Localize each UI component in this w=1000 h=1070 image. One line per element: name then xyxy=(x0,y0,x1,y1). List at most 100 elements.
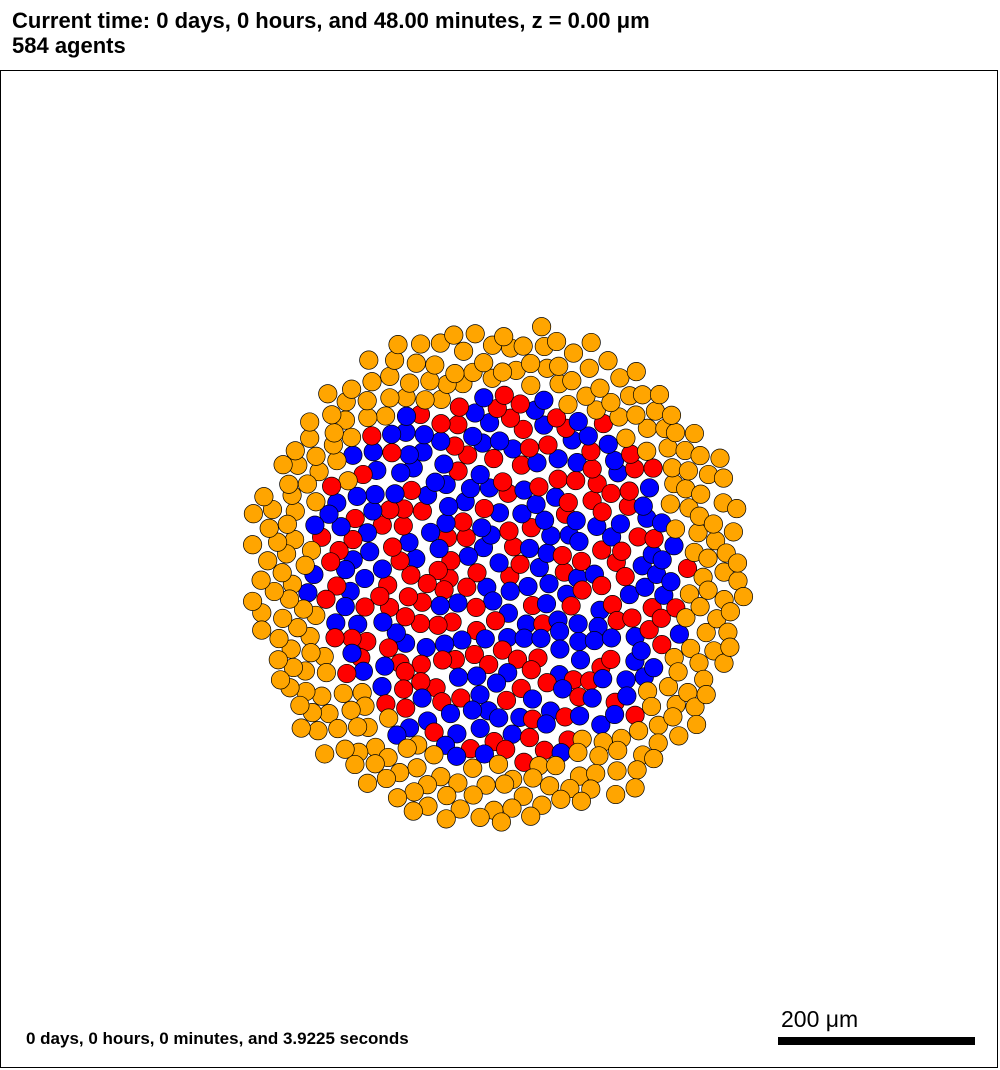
cell-agent xyxy=(644,658,664,678)
cell-agent xyxy=(474,744,494,764)
cell-agent xyxy=(475,629,495,649)
cell-agent xyxy=(470,685,490,705)
cell-agent xyxy=(502,798,522,818)
cell-agent xyxy=(710,448,730,468)
cell-agent xyxy=(644,529,664,549)
cell-agent xyxy=(411,654,431,674)
cell-agent xyxy=(662,458,682,478)
cell-agent xyxy=(331,517,351,537)
cell-agent xyxy=(322,405,342,425)
cell-agent xyxy=(395,662,415,682)
cell-agent xyxy=(466,597,486,617)
cell-agent xyxy=(401,565,421,585)
cell-agent xyxy=(547,331,567,352)
cell-agent xyxy=(319,504,339,524)
cell-agent xyxy=(689,653,709,673)
cell-agent xyxy=(622,608,642,628)
cell-agent xyxy=(540,776,560,796)
cell-agent xyxy=(553,679,573,699)
cell-agent xyxy=(696,623,716,643)
cell-agent xyxy=(370,586,390,606)
cell-agent xyxy=(300,412,320,432)
cell-agent xyxy=(342,379,362,399)
cell-agent xyxy=(411,672,431,692)
cell-agent xyxy=(345,754,365,775)
cell-agent xyxy=(385,350,405,370)
cell-agent xyxy=(376,406,396,426)
cell-agent xyxy=(462,700,482,720)
cell-agent xyxy=(474,353,494,373)
cell-agent xyxy=(521,353,541,374)
cell-agent xyxy=(386,623,406,643)
cell-agent xyxy=(269,629,289,649)
cell-agent xyxy=(690,597,710,617)
cell-agent xyxy=(616,428,636,448)
cell-agent xyxy=(723,522,743,542)
cell-agent xyxy=(322,476,342,496)
cell-agent xyxy=(428,560,448,580)
cell-agent xyxy=(243,535,263,555)
cell-agent xyxy=(391,463,411,483)
cell-agent xyxy=(345,508,365,529)
cell-agent xyxy=(727,553,748,573)
cell-agent xyxy=(523,768,543,788)
cell-agent xyxy=(494,327,514,347)
cell-agent xyxy=(619,585,639,605)
cell-agent xyxy=(635,577,655,597)
cell-agent xyxy=(357,391,377,411)
cell-agent xyxy=(598,434,618,454)
cell-agent xyxy=(444,325,464,345)
cell-agent xyxy=(457,577,477,597)
cell-agent xyxy=(720,637,740,657)
cell-agent xyxy=(551,789,571,809)
cell-agent xyxy=(676,608,696,628)
cell-agent xyxy=(684,423,704,444)
cell-agent xyxy=(385,484,405,504)
cell-agent xyxy=(353,661,373,681)
cell-agent xyxy=(393,516,413,536)
cell-agent xyxy=(335,739,355,759)
cell-agent xyxy=(651,608,671,628)
cell-agent xyxy=(617,686,637,706)
cell-agent xyxy=(519,728,540,748)
cell-agent xyxy=(474,388,494,408)
cell-agent xyxy=(453,512,473,532)
cell-agent xyxy=(733,587,754,607)
cell-agent xyxy=(643,458,663,478)
cell-agent xyxy=(394,679,414,699)
cell-agent xyxy=(678,461,698,481)
cell-agent xyxy=(285,441,305,461)
cell-agent xyxy=(251,570,271,590)
cell-agent xyxy=(679,584,699,604)
cell-agent xyxy=(605,704,625,725)
cell-agent xyxy=(538,435,558,455)
cell-agent xyxy=(645,401,665,421)
cell-agent xyxy=(327,451,347,471)
cell-agent xyxy=(492,362,513,382)
cell-agent xyxy=(436,809,456,829)
cell-agent xyxy=(578,426,598,446)
cell-agent xyxy=(632,385,653,405)
cell-agent xyxy=(463,426,483,446)
cell-agent xyxy=(485,611,506,631)
cell-agent xyxy=(328,719,348,739)
cell-agent xyxy=(510,554,530,574)
cell-agent xyxy=(279,474,299,494)
cell-agent xyxy=(568,411,588,432)
cell-agent xyxy=(606,784,626,805)
cell-agent xyxy=(491,812,511,832)
cell-agent xyxy=(490,431,510,451)
cell-agent xyxy=(514,628,534,648)
cell-agent xyxy=(703,514,723,534)
cell-agent xyxy=(610,368,630,388)
cell-agent xyxy=(470,718,490,738)
cell-agent xyxy=(414,425,434,445)
cell-agent xyxy=(306,492,326,512)
cell-agent xyxy=(454,341,474,361)
cell-agent xyxy=(399,532,419,552)
cell-agent xyxy=(316,589,336,609)
cell-agent xyxy=(382,443,402,463)
cell-agent xyxy=(558,492,578,513)
cell-agent xyxy=(252,620,272,640)
cell-agent xyxy=(571,551,592,571)
